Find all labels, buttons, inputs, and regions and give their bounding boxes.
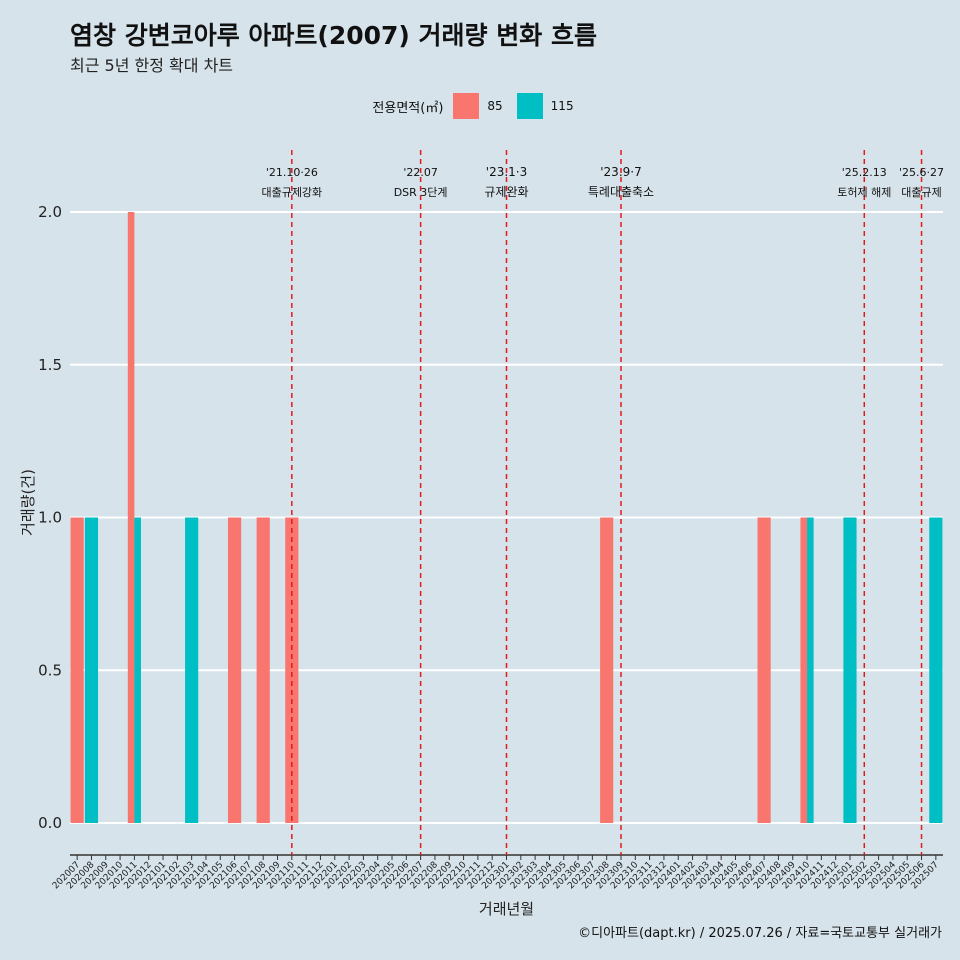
event-date-label: '22.07 (403, 166, 438, 179)
bar-85-202407 (757, 517, 771, 823)
y-tick-label: 1.0 (38, 509, 62, 527)
bar-85-202011 (127, 212, 135, 823)
y-axis-title: 거래량(건) (19, 469, 37, 536)
bar-115-202008 (84, 517, 99, 823)
event-policy-label: 대출규제 (901, 186, 941, 199)
event-policy-label: 규제완화 (484, 185, 528, 199)
event-policy-label: DSR 3단계 (394, 186, 448, 199)
event-policy-label: 토허제 해제 (837, 185, 891, 199)
bar-85-202110 (285, 517, 299, 823)
chart-title: 염창 강변코아루 아파트(2007) 거래량 변화 흐름 (70, 21, 597, 50)
bar-85-202007 (70, 517, 84, 823)
y-tick-label: 2.0 (38, 203, 62, 221)
source-caption: ©디아파트(dapt.kr) / 2025.07.26 / 자료=국토교통부 실… (578, 926, 942, 941)
bar-85-202410 (800, 517, 808, 823)
y-tick-label: 0.0 (38, 814, 62, 832)
event-date-label: '23.9·7 (600, 165, 641, 179)
legend-swatch-85 (453, 93, 480, 119)
event-date-label: '23.1·3 (486, 165, 527, 179)
legend-swatch-115 (516, 93, 543, 119)
event-policy-label: 특례대출축소 (588, 185, 654, 199)
legend-label-115: 115 (550, 99, 574, 113)
bar-85-202106 (227, 517, 242, 823)
legend-label-85: 85 (487, 99, 503, 113)
event-date-label: '21.10·26 (266, 166, 318, 179)
legend: 전용면적(㎡) 85 115 (0, 93, 960, 119)
chart-subtitle: 최근 5년 한정 확대 차트 (70, 56, 234, 75)
bar-85-202308 (600, 517, 614, 823)
bar-85-202108 (256, 517, 270, 823)
legend-title: 전용면적(㎡) (372, 100, 444, 116)
bar-115-202410 (807, 517, 814, 823)
bar-115-202501 (843, 517, 857, 823)
y-tick-label: 1.5 (38, 356, 62, 374)
bar-115-202103 (185, 517, 199, 823)
bar-115-202011 (134, 517, 141, 823)
x-axis-title: 거래년월 (479, 900, 534, 918)
bar-115-202507 (929, 517, 943, 823)
y-tick-label: 0.5 (38, 661, 62, 679)
event-date-label: '25.6·27 (899, 166, 944, 179)
event-date-label: '25.2.13 (842, 166, 887, 179)
event-policy-label: 대출규제강화 (261, 186, 322, 199)
